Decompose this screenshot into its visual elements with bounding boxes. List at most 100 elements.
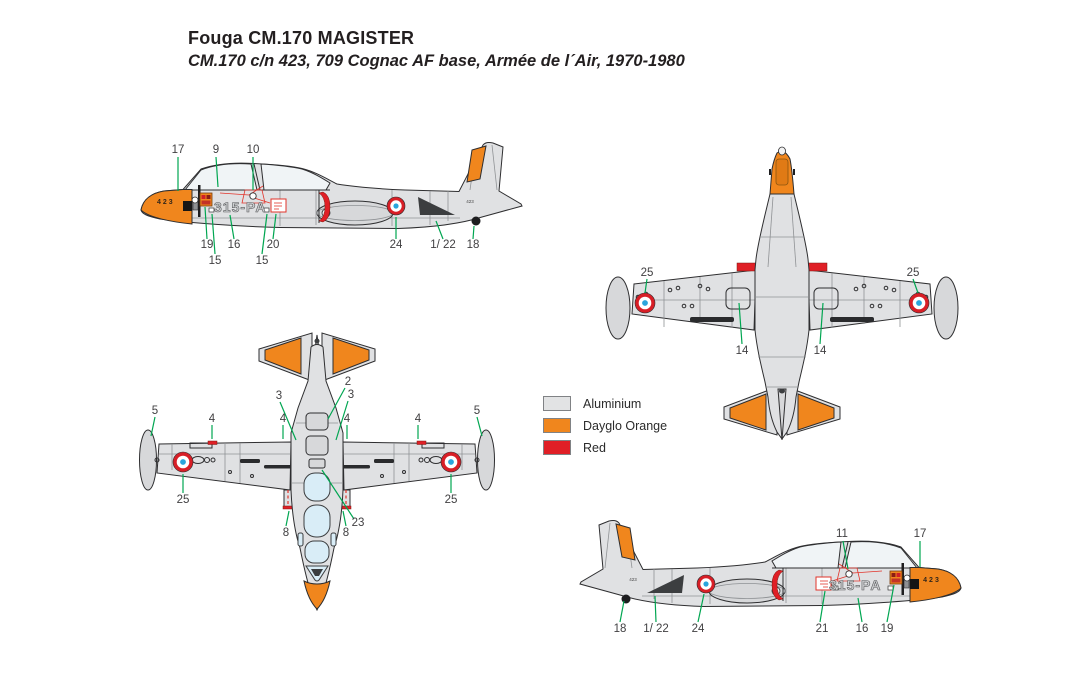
- callout-label: 19: [201, 239, 214, 251]
- callout-label: 10: [247, 144, 260, 156]
- callout-label: 3: [348, 389, 354, 401]
- callout-leader-line: [150, 416, 156, 437]
- callout-label: 15: [256, 255, 269, 267]
- callout-leader-line: [886, 584, 895, 623]
- callout-leader-line: [435, 220, 444, 240]
- callout-label: 18: [614, 623, 627, 635]
- callout-label: 2: [345, 376, 351, 388]
- callout-label: 8: [283, 527, 289, 539]
- callout-label: 25: [907, 267, 920, 279]
- view-right-profile: 423 315-PA 423 11 17 18 1/ 22 24 21 16 1…: [579, 520, 962, 635]
- wing-left-group: [605, 262, 959, 340]
- callout-label: 8: [343, 527, 349, 539]
- callout-leader-line: [842, 540, 849, 570]
- callout-leader-line: [335, 400, 349, 441]
- callout-label: 15: [209, 255, 222, 267]
- callout-label: 4: [280, 413, 287, 425]
- callout-label: 19: [881, 623, 894, 635]
- callout-leader-line: [857, 597, 863, 623]
- callout-label: 25: [445, 494, 458, 506]
- callout-leader-line: [472, 225, 475, 240]
- callout-leader-line: [697, 593, 705, 623]
- spine-hatch: [305, 412, 329, 431]
- callout-leader-line: [272, 213, 277, 240]
- callout-label: 14: [814, 345, 827, 357]
- view-bottom-plan: 25 25 14 14: [605, 146, 959, 441]
- fuselage-code: 315-PA: [829, 577, 881, 593]
- callout-label: 23: [352, 517, 365, 529]
- callout-label: 25: [641, 267, 654, 279]
- legend-item-red: Red: [543, 440, 667, 455]
- tail-number: 423: [629, 577, 637, 582]
- callouts: 11 17 18 1/ 22 24 21 16 19: [614, 528, 927, 635]
- canopy-top: [297, 472, 337, 582]
- callout-label: 11: [836, 528, 848, 540]
- tail-number: 423: [466, 199, 474, 204]
- callout-leader-line: [644, 278, 648, 294]
- title-block: Fouga CM.170 MAGISTER CM.170 c/n 423, 70…: [188, 28, 685, 71]
- nose-dayglo: [303, 580, 331, 610]
- spine-hatch: [305, 435, 329, 456]
- legend-item-dayglo-orange: Dayglo Orange: [543, 418, 667, 433]
- callout-label: 3: [276, 390, 282, 402]
- legend-item-aluminium: Aluminium: [543, 396, 667, 411]
- page-title: Fouga CM.170 MAGISTER: [188, 28, 415, 48]
- callout-leader-line: [476, 416, 483, 437]
- callout-leader-line: [321, 469, 355, 520]
- v-tail-top: [258, 332, 376, 382]
- callout-leader-line: [211, 213, 216, 255]
- nose-number: 423: [157, 199, 175, 206]
- callout-leader-line: [819, 590, 826, 623]
- callout-label: 5: [152, 405, 158, 417]
- legend-swatch-dayglo-orange: [543, 418, 571, 433]
- callout-label: 21: [816, 623, 829, 635]
- callout-leader-line: [654, 595, 657, 623]
- callout-leader-line: [738, 302, 743, 345]
- callout-label: 16: [856, 623, 869, 635]
- legend-label: Red: [583, 440, 606, 455]
- nose-number: 423: [923, 577, 941, 584]
- callout-label: 17: [172, 144, 185, 156]
- legend-label: Aluminium: [583, 396, 642, 411]
- roundel-insignia: [172, 451, 194, 473]
- callout-label: 24: [692, 623, 705, 635]
- callout-label: 20: [267, 239, 280, 251]
- color-legend: Aluminium Dayglo Orange Red: [543, 396, 667, 462]
- callout-leader-line: [619, 600, 625, 623]
- callout-label: 1/ 22: [643, 623, 669, 635]
- callout-label: 4: [415, 413, 422, 425]
- view-top-plan: 5 4 3 4 2 3 4 4 5 25 25 8 8 23: [139, 332, 496, 612]
- legend-swatch-aluminium: [543, 396, 571, 411]
- fuselage-code: 315-PA: [214, 199, 266, 215]
- callout-label: 5: [474, 405, 480, 417]
- wing-left-group: [139, 429, 496, 510]
- callout-leader-line: [279, 401, 297, 441]
- callout-leader-line: [912, 278, 919, 294]
- callout-label: 17: [914, 528, 927, 540]
- callout-leader-line: [204, 206, 208, 240]
- callout-label: 4: [209, 413, 216, 425]
- wingtip-tank: [139, 429, 157, 491]
- callout-leader-line: [285, 510, 290, 527]
- legend-label: Dayglo Orange: [583, 418, 668, 433]
- callout-leader-line: [819, 302, 824, 345]
- callout-leader-line: [327, 387, 346, 420]
- callout-label: 18: [467, 239, 480, 251]
- callouts: 25 25 14 14: [641, 267, 920, 357]
- callout-label: 1/ 22: [430, 239, 456, 251]
- callout-label: 4: [344, 413, 351, 425]
- callout-label: 16: [228, 239, 241, 251]
- view-left-profile: 423 315-PA 423 17 9 10 19 15 16 15 20 24…: [140, 142, 523, 267]
- callout-leader-line: [229, 214, 235, 240]
- wingtip-tank: [605, 276, 631, 340]
- page-subtitle: CM.170 c/n 423, 709 Cognac AF base, Armé…: [188, 52, 685, 70]
- legend-swatch-red: [543, 440, 571, 455]
- callouts: 17 9 10 19 15 16 15 20 24 1/ 22 18: [172, 144, 480, 267]
- callout-leader-line: [215, 156, 219, 188]
- roundel-insignia: [634, 292, 656, 314]
- callout-label: 14: [736, 345, 749, 357]
- callout-label: 24: [390, 239, 403, 251]
- v-tail-underside: [723, 386, 841, 436]
- callout-label: 9: [213, 144, 219, 156]
